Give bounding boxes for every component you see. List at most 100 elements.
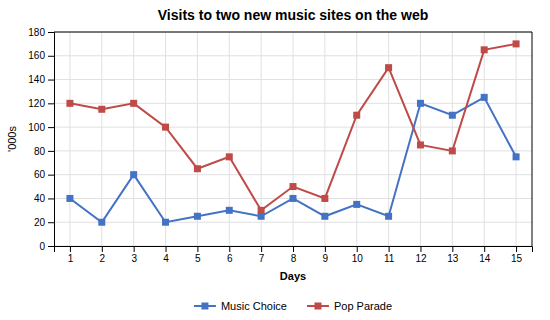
chart: 1234567891011121314150204060801001201401… bbox=[0, 0, 550, 320]
legend: Music Choice Pop Parade bbox=[194, 300, 392, 312]
marker bbox=[226, 153, 233, 160]
tick-mark bbox=[389, 246, 390, 252]
tick-label: 40 bbox=[34, 193, 46, 204]
tick-label: 2 bbox=[100, 253, 106, 264]
grid-line bbox=[101, 32, 102, 246]
marker bbox=[513, 40, 520, 47]
tick-label: 9 bbox=[323, 253, 329, 264]
marker bbox=[481, 46, 488, 53]
tick-mark bbox=[516, 246, 517, 252]
tick-label: 20 bbox=[34, 217, 46, 228]
tick-label: 60 bbox=[34, 169, 46, 180]
legend-item: Music Choice bbox=[194, 300, 287, 312]
marker bbox=[449, 147, 456, 154]
tick-label: 14 bbox=[479, 253, 491, 264]
marker bbox=[194, 165, 201, 172]
tick-label: 4 bbox=[163, 253, 169, 264]
marker bbox=[66, 100, 73, 107]
tick-label: 13 bbox=[447, 253, 459, 264]
tick-mark bbox=[70, 246, 71, 252]
tick: 11 bbox=[384, 246, 395, 264]
tick-mark bbox=[48, 56, 54, 57]
tick-mark bbox=[48, 246, 54, 247]
marker bbox=[353, 201, 360, 208]
marker bbox=[321, 195, 328, 202]
legend-label: Music Choice bbox=[221, 300, 287, 312]
tick-mark bbox=[134, 246, 135, 252]
legend-item: Pop Parade bbox=[307, 300, 392, 312]
marker bbox=[353, 112, 360, 119]
title: Visits to two new music sites on the web bbox=[158, 7, 428, 23]
x-axis-title: Days bbox=[280, 270, 306, 282]
tick-mark bbox=[102, 246, 103, 252]
marker bbox=[258, 207, 265, 214]
marker bbox=[290, 195, 297, 202]
grid bbox=[54, 32, 532, 246]
legend-marker bbox=[314, 303, 321, 310]
tick-mark bbox=[420, 246, 421, 252]
tick: 8 bbox=[291, 246, 297, 264]
tick: 20 bbox=[34, 217, 54, 228]
tick: 120 bbox=[28, 98, 54, 109]
tick-mark bbox=[48, 103, 54, 104]
marker bbox=[417, 141, 424, 148]
grid-line bbox=[452, 32, 453, 246]
tick-label: 0 bbox=[39, 241, 45, 252]
tick-label: 15 bbox=[511, 253, 523, 264]
tick: 5 bbox=[195, 246, 201, 264]
grid-line bbox=[516, 32, 517, 246]
tick-label: 5 bbox=[195, 253, 201, 264]
grid-line bbox=[229, 32, 230, 246]
tick-label: 1 bbox=[68, 253, 74, 264]
tick: 60 bbox=[34, 169, 54, 180]
tick-label: 6 bbox=[227, 253, 233, 264]
grid-line bbox=[54, 32, 532, 33]
legend-label: Pop Parade bbox=[334, 300, 392, 312]
marker bbox=[162, 219, 169, 226]
x-axis: 123456789101112131415 bbox=[55, 246, 533, 264]
tick: 9 bbox=[323, 246, 329, 264]
tick-mark bbox=[452, 246, 453, 252]
tick: 0 bbox=[39, 241, 54, 252]
plot-area bbox=[66, 40, 519, 225]
tick-mark bbox=[261, 246, 262, 252]
marker bbox=[290, 183, 297, 190]
tick-mark bbox=[166, 246, 167, 252]
tick-label: 7 bbox=[259, 253, 265, 264]
tick: 1 bbox=[68, 246, 74, 264]
tick-mark bbox=[357, 246, 358, 252]
legend-marker bbox=[201, 303, 208, 310]
tick-label: 8 bbox=[291, 253, 297, 264]
y-axis-title: '000s bbox=[6, 126, 18, 152]
tick-mark bbox=[48, 80, 54, 81]
tick: 13 bbox=[447, 246, 459, 264]
tick: 4 bbox=[163, 246, 169, 264]
tick: 40 bbox=[34, 193, 54, 204]
tick-mark bbox=[197, 246, 198, 252]
tick-label: 100 bbox=[28, 122, 45, 133]
marker bbox=[130, 100, 137, 107]
marker bbox=[130, 171, 137, 178]
grid-line bbox=[69, 32, 70, 246]
marker bbox=[162, 124, 169, 131]
tick: 3 bbox=[131, 246, 137, 264]
tick: 6 bbox=[227, 246, 233, 264]
tick: 12 bbox=[415, 246, 427, 264]
tick-label: 10 bbox=[352, 253, 364, 264]
tick-mark bbox=[48, 151, 54, 152]
grid-line bbox=[484, 32, 485, 246]
tick: 180 bbox=[28, 27, 54, 38]
frame-line bbox=[54, 32, 532, 33]
marker bbox=[98, 106, 105, 113]
tick: 7 bbox=[259, 246, 265, 264]
tick: 80 bbox=[34, 146, 54, 157]
marker bbox=[226, 207, 233, 214]
series bbox=[66, 94, 519, 226]
grid-line bbox=[356, 32, 357, 246]
marker bbox=[385, 213, 392, 220]
grid-line bbox=[420, 32, 421, 246]
tick: 100 bbox=[28, 122, 54, 133]
frame-line bbox=[532, 32, 533, 246]
tick: 15 bbox=[511, 246, 523, 264]
grid-line bbox=[165, 32, 166, 246]
